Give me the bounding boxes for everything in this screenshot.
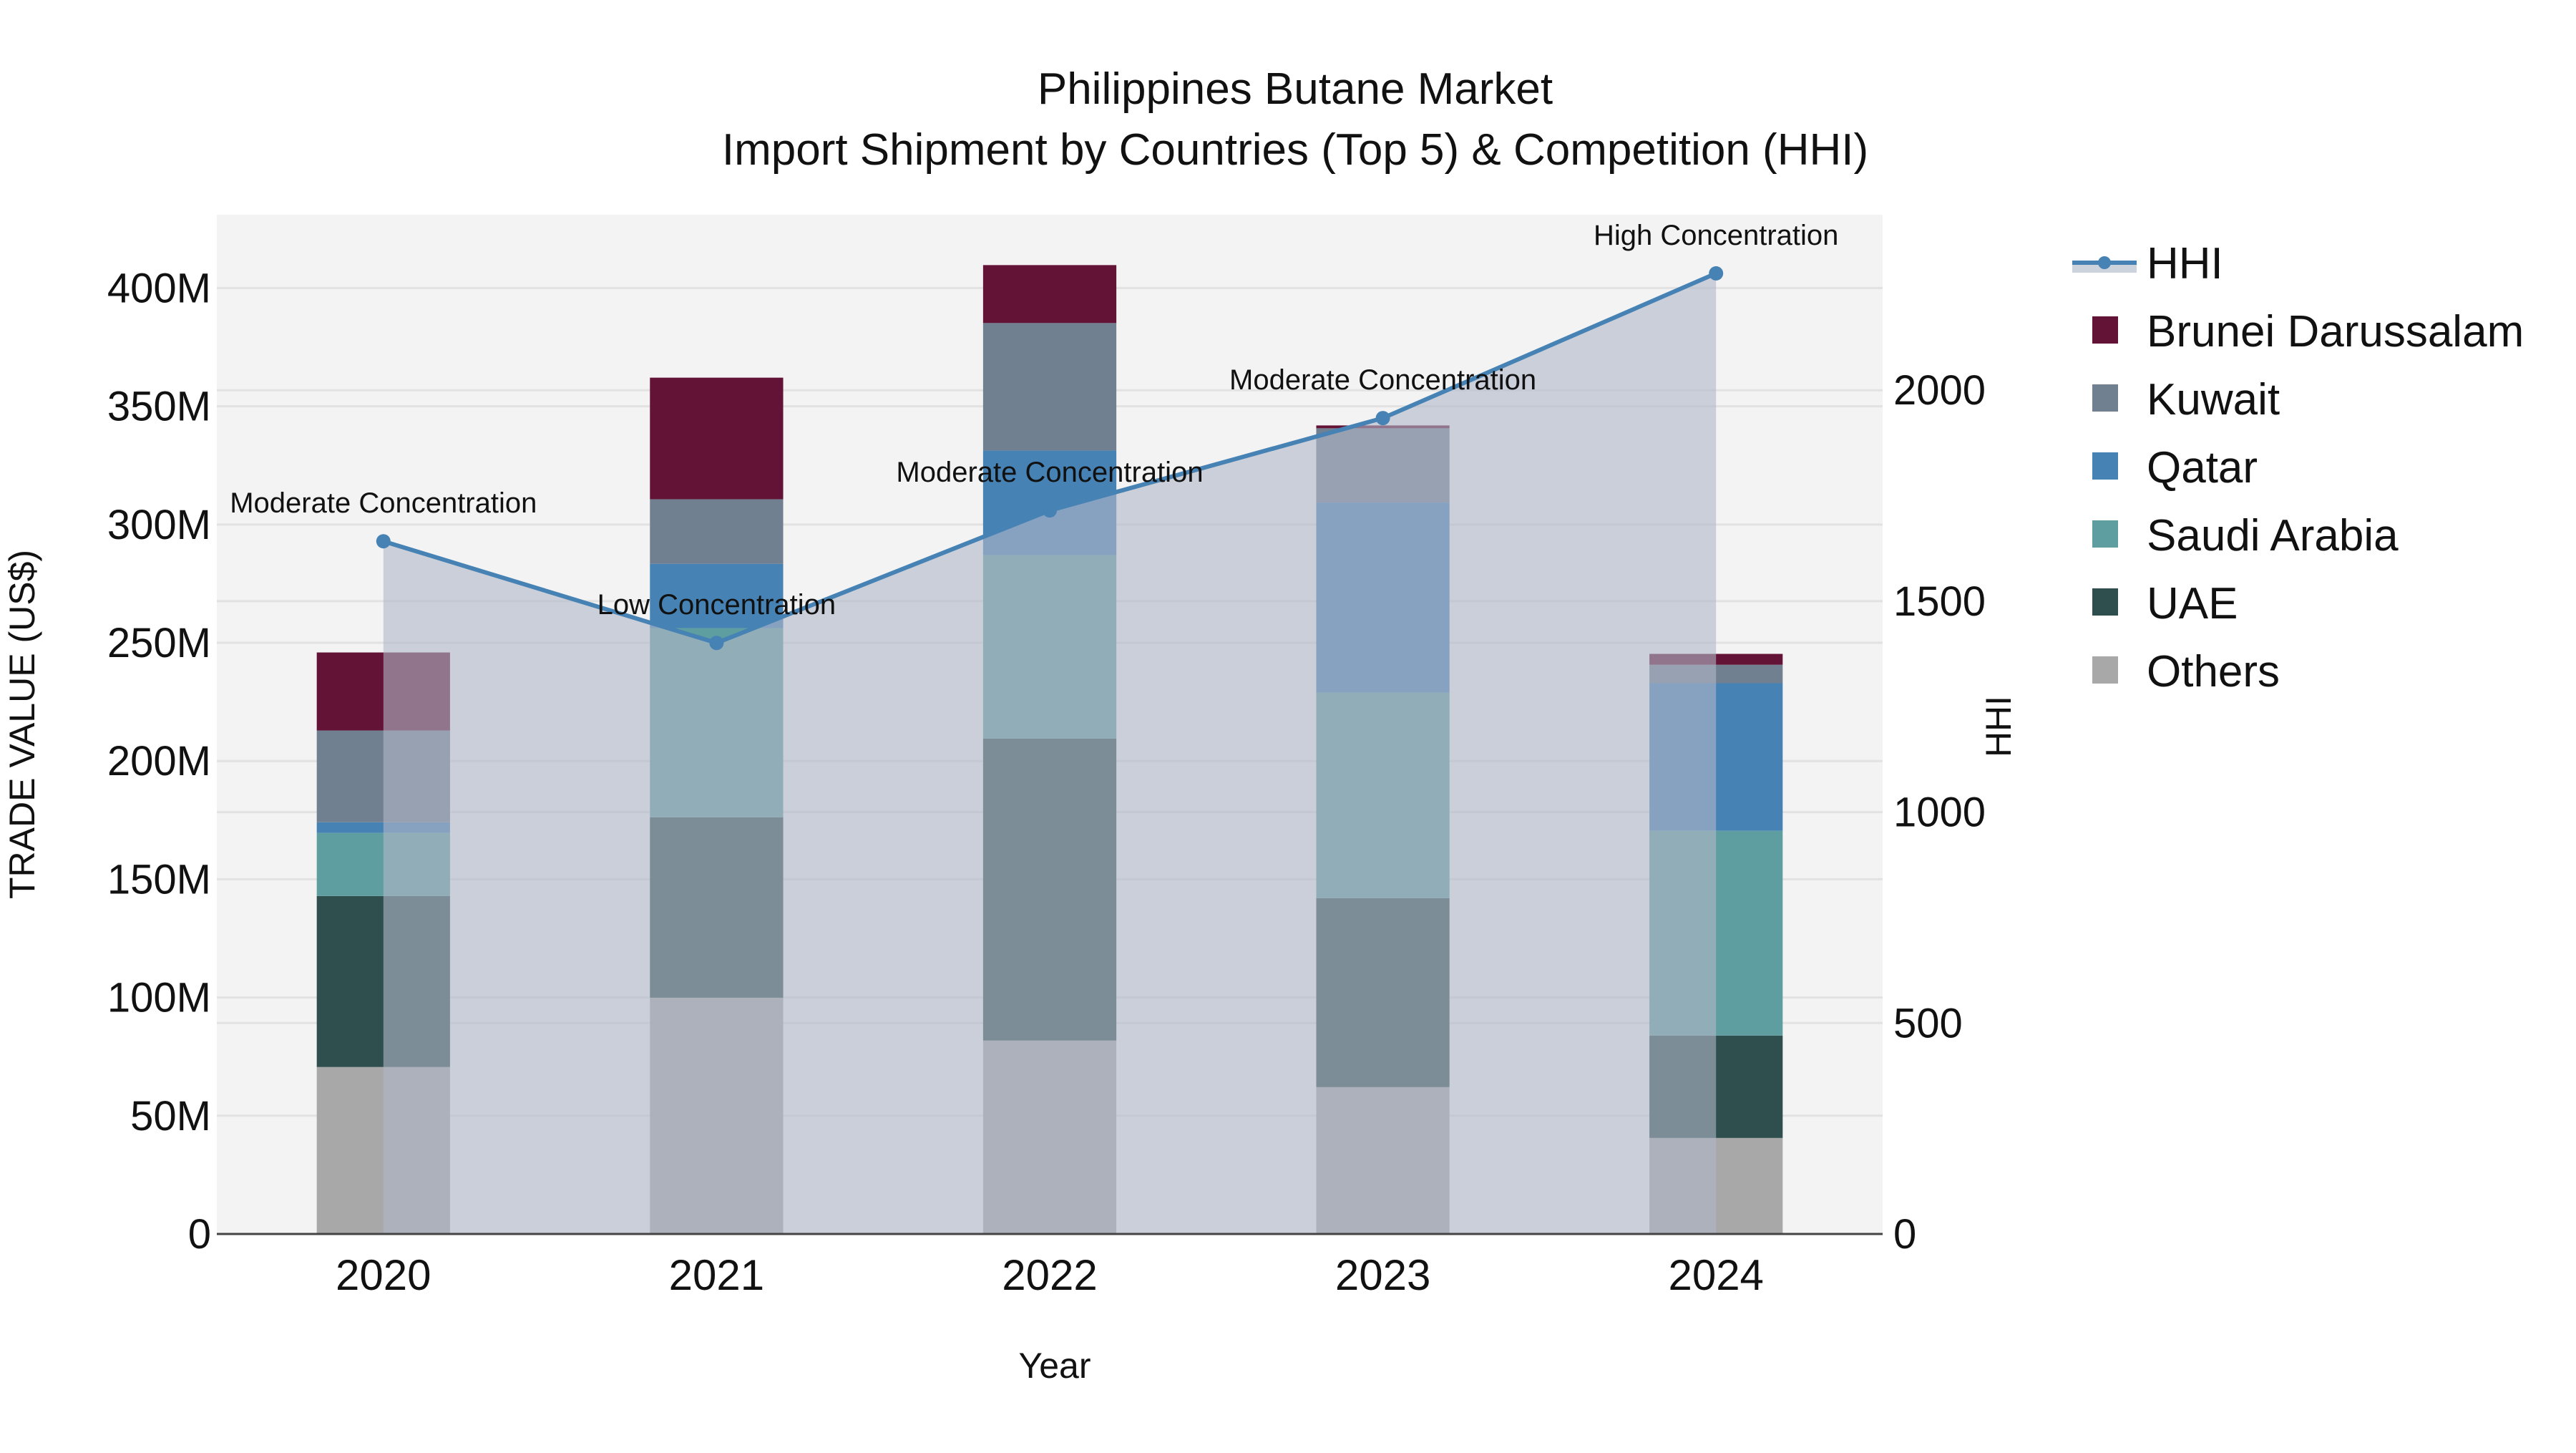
bar-segment-kuwait [650,499,784,564]
legend-label: Others [2147,647,2280,696]
y2-axis-title: HHI [1979,696,2019,757]
hhi-marker [709,636,724,651]
legend-item-uae[interactable]: UAE [2092,579,2238,628]
annotation-label: Moderate Concentration [230,487,537,519]
legend-swatch-icon [2092,520,2118,548]
legend-hhi-marker-icon [2098,256,2111,269]
y-tick-label: 300M [107,502,211,548]
x-tick-label: 2024 [1668,1251,1763,1299]
y-tick-label: 150M [107,856,211,903]
legend-label: Kuwait [2147,375,2280,424]
y2-tick-label: 0 [1893,1211,1916,1258]
legend-label: Brunei Darussalam [2147,307,2524,356]
legend-item-brunei-darussalam[interactable]: Brunei Darussalam [2092,307,2524,356]
chart-title: Philippines Butane Market Import Shipmen… [722,64,1868,175]
annotation-label: High Concentration [1594,220,1838,251]
bar-segment-brunei-darussalam [650,377,784,500]
legend-swatch-icon [2092,452,2118,480]
legend-label: UAE [2147,579,2238,628]
chart-title-main: Philippines Butane Market [1038,64,1553,114]
y-tick-label: 250M [107,620,211,666]
y-axis-ticks: 0 50M 100M 150M 200M 250M 300M 350M 400M [107,265,211,1258]
y-tick-label: 0 [188,1211,211,1258]
y-tick-label: 200M [107,738,211,784]
hhi-area [383,273,1717,1235]
legend-item-hhi[interactable]: HHI [2072,239,2223,288]
chart-subtitle: Import Shipment by Countries (Top 5) & C… [722,125,1868,175]
x-tick-label: 2021 [669,1251,764,1299]
legend-label: Saudi Arabia [2147,511,2399,560]
legend-item-kuwait[interactable]: Kuwait [2092,375,2280,424]
x-tick-label: 2020 [336,1251,431,1299]
legend: HHI Brunei Darussalam Kuwait Qatar Saudi Ara… [2072,239,2524,696]
bar-segment-kuwait [982,323,1117,451]
bar-segment-qatar [650,563,784,628]
hhi-line [376,266,1724,651]
legend-swatch-icon [2092,316,2118,344]
legend-swatch-icon [2092,588,2118,616]
y2-tick-label: 500 [1893,1000,1963,1046]
y-tick-label: 50M [130,1093,211,1139]
y-axis-title: TRADE VALUE (US$) [2,550,42,899]
y-tick-label: 100M [107,975,211,1021]
x-tick-label: 2022 [1002,1251,1097,1299]
legend-item-saudi-arabia[interactable]: Saudi Arabia [2092,511,2399,560]
y2-tick-label: 2000 [1893,367,1986,414]
legend-label: HHI [2147,239,2223,288]
x-axis-ticks: 2020 2021 2022 2023 2024 [336,1251,1764,1299]
y2-tick-label: 1500 [1893,578,1986,625]
legend-label: Qatar [2147,443,2258,492]
y-tick-label: 350M [107,384,211,430]
y2-tick-label: 1000 [1893,789,1986,836]
hhi-annotations: Moderate Concentration Low Concentration M… [230,220,1838,621]
legend-item-others[interactable]: Others [2092,647,2280,696]
annotation-label: Low Concentration [597,589,836,621]
x-tick-label: 2023 [1335,1251,1430,1299]
legend-swatch-icon [2092,384,2118,412]
x-axis-title: Year [1018,1346,1091,1386]
hhi-marker [376,534,391,549]
hhi-area-fill [383,273,1717,1235]
annotation-label: Moderate Concentration [1229,364,1536,396]
bar-segment-brunei-darussalam [982,265,1117,324]
hhi-marker [1709,266,1724,281]
hhi-marker [1375,411,1390,426]
legend-item-qatar[interactable]: Qatar [2092,443,2258,492]
hhi-marker [1043,503,1057,518]
annotation-label: Moderate Concentration [896,457,1203,488]
y-tick-label: 400M [107,265,211,311]
legend-swatch-icon [2092,656,2118,684]
y2-axis-ticks: 0 500 1000 1500 2000 [1893,367,1986,1258]
